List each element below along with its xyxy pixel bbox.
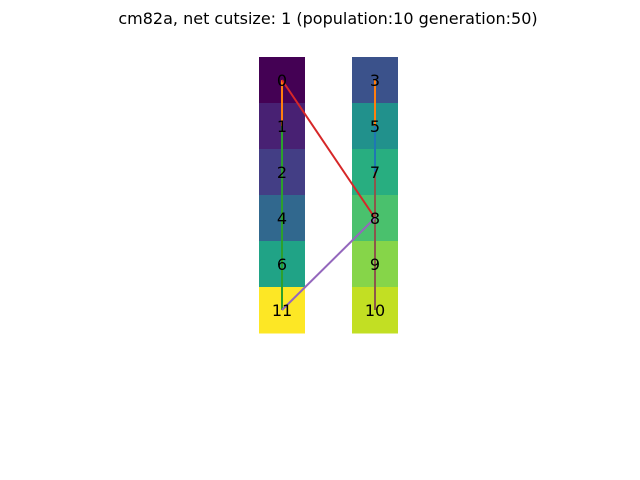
cells-layer: [259, 57, 398, 334]
cell-label-9: 9: [370, 255, 380, 274]
net-8-11: [281, 217, 376, 311]
cell-label-3: 3: [370, 71, 380, 90]
cell-label-0: 0: [277, 71, 287, 90]
nets-layer: [281, 79, 376, 311]
labels-layer: 0 1 2 4 6 11 3 5 7 8 9 10: [272, 71, 385, 320]
figure-title: cm82a, net cutsize: 1 (population:10 gen…: [118, 9, 538, 28]
net-0-8: [281, 79, 376, 219]
cell-label-10: 10: [365, 301, 385, 320]
cell-label-5: 5: [370, 117, 380, 136]
cell-label-6: 6: [277, 255, 287, 274]
cell-label-1: 1: [277, 117, 287, 136]
cell-label-8: 8: [370, 209, 380, 228]
cell-label-4: 4: [277, 209, 287, 228]
cell-label-2: 2: [277, 163, 287, 182]
cell-label-11: 11: [272, 301, 292, 320]
cell-label-7: 7: [370, 163, 380, 182]
